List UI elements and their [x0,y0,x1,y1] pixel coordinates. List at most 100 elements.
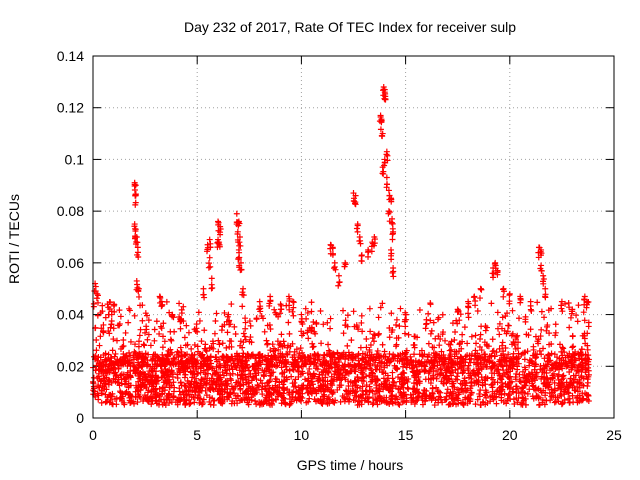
data-point [446,376,453,383]
data-point [100,321,107,328]
data-point [261,354,268,361]
data-point [249,363,256,370]
data-point [324,319,331,326]
data-point [335,282,342,289]
data-point [527,326,534,333]
data-point [409,368,416,375]
data-point [164,352,171,359]
data-point [454,373,461,380]
data-point [318,361,325,368]
data-point [141,370,148,377]
data-point [340,330,347,337]
data-point [548,386,555,393]
data-point [275,346,282,353]
data-point [482,401,489,408]
data-point [138,356,145,363]
data-point [451,384,458,391]
data-point [233,379,240,386]
data-point [578,372,585,379]
data-point [208,275,215,282]
data-point [516,371,523,378]
data-point [319,377,326,384]
data-point [237,267,244,274]
data-point [136,370,143,377]
data-point [160,384,167,391]
data-point [490,347,497,354]
data-point [511,341,518,348]
data-point [136,293,143,300]
data-point [144,336,151,343]
data-point [480,357,487,364]
x-tick-label: 5 [193,427,201,443]
data-point [112,350,119,357]
data-point [341,363,348,370]
data-point [322,381,329,388]
data-point [308,375,315,382]
data-point [195,309,202,316]
data-point [122,329,129,336]
data-point [472,332,479,339]
data-point [121,381,128,388]
data-point [344,342,351,349]
data-point [358,258,365,265]
data-point [468,390,475,397]
data-point [313,388,320,395]
data-point [131,182,138,189]
data-point [147,342,154,349]
data-point [331,360,338,367]
data-point [201,327,208,334]
data-point [347,390,354,397]
data-point [208,364,215,371]
data-point [302,360,309,367]
data-point [131,312,138,319]
data-point [176,300,183,307]
data-point [374,376,381,383]
data-point [284,342,291,349]
data-point [275,313,282,320]
data-point [461,375,468,382]
data-point [558,348,565,355]
data-point [558,376,565,383]
data-point [288,373,295,380]
data-point [403,347,410,354]
data-point [94,292,101,299]
data-point [550,362,557,369]
data-point [191,341,198,348]
data-point [490,362,497,369]
data-point [388,252,395,259]
data-point [414,397,421,404]
data-point [209,284,216,291]
data-point [412,361,419,368]
data-point [474,396,481,403]
data-point [170,394,177,401]
data-point [100,377,107,384]
data-point [545,307,552,314]
data-point [569,344,576,351]
data-point [345,383,352,390]
data-point [501,288,508,295]
data-point [169,373,176,380]
data-point [298,318,305,325]
data-point [506,292,513,299]
data-point [166,400,173,407]
data-point [393,366,400,373]
data-point [478,374,485,381]
data-point [306,395,313,402]
data-point [314,351,321,358]
data-point [388,219,395,226]
data-point [374,387,381,394]
data-point [207,263,214,270]
data-point [367,378,374,385]
data-point [209,385,216,392]
data-point [157,293,164,300]
data-point [538,262,545,269]
data-point [97,333,104,340]
data-point [517,378,524,385]
data-point [541,355,548,362]
data-point [267,325,274,332]
data-point [127,399,134,406]
data-point [503,363,510,370]
data-point [462,359,469,366]
data-point [265,352,272,359]
